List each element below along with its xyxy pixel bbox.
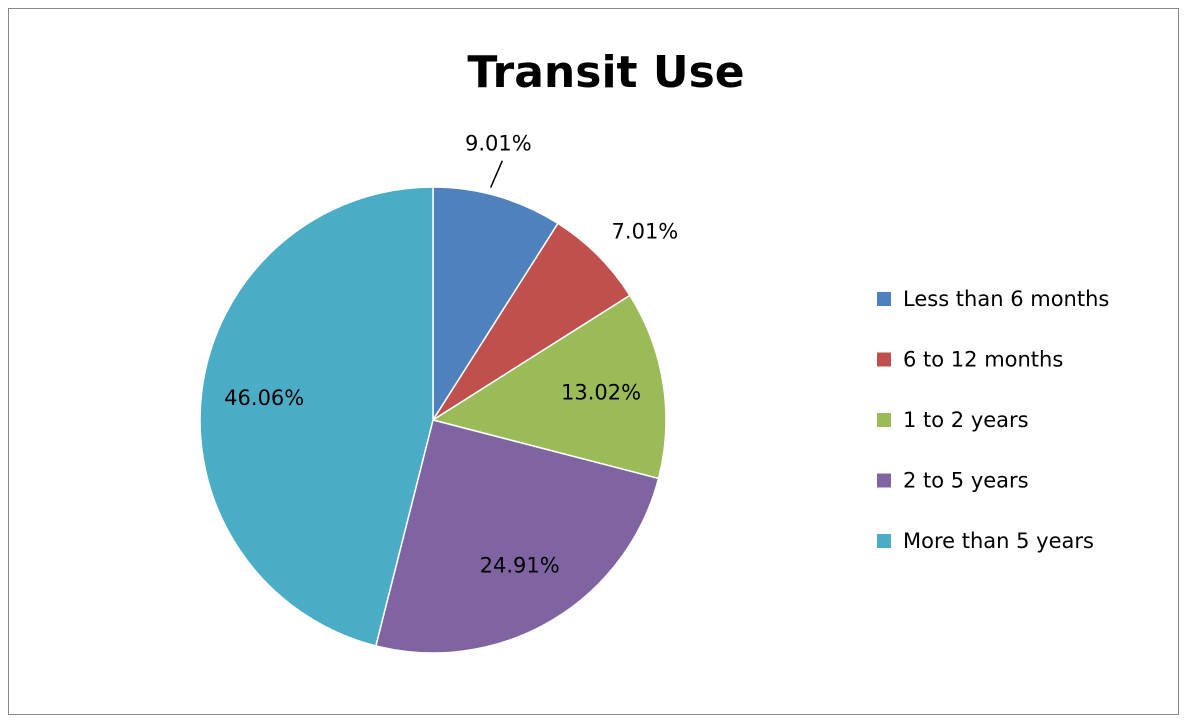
pie-slice: [432, 222, 631, 421]
legend-label: 1 to 2 years: [903, 408, 1029, 432]
data-label: 13.02%: [561, 381, 641, 405]
data-label: 24.91%: [480, 553, 560, 577]
legend-swatch: [877, 352, 891, 367]
pie-slice: [431, 294, 667, 480]
data-label: 7.01%: [612, 219, 679, 243]
legend-swatch: [877, 473, 891, 488]
legend-swatch: [877, 534, 891, 548]
data-label: 9.01%: [465, 132, 532, 156]
chart-title: Transit Use: [467, 47, 744, 98]
pie-slice: [432, 186, 559, 423]
legend-swatch: [877, 413, 891, 427]
data-label: 46.06%: [224, 386, 304, 410]
legend-label: Less than 6 months: [903, 287, 1109, 311]
legend-label: More than 5 years: [903, 529, 1094, 553]
leader-line: [489, 160, 504, 188]
legend-swatch: [877, 292, 891, 306]
pie-slice: [374, 419, 660, 654]
legend-label: 2 to 5 years: [903, 469, 1029, 493]
pie-slice: [199, 186, 434, 647]
legend-label: 6 to 12 months: [903, 348, 1063, 372]
legend: Less than 6 months 6 to 12 months 1 to 2 y…: [877, 287, 1109, 553]
pie: 9.01% 7.01% 13.02% 24.91% 46.06%: [199, 132, 679, 654]
